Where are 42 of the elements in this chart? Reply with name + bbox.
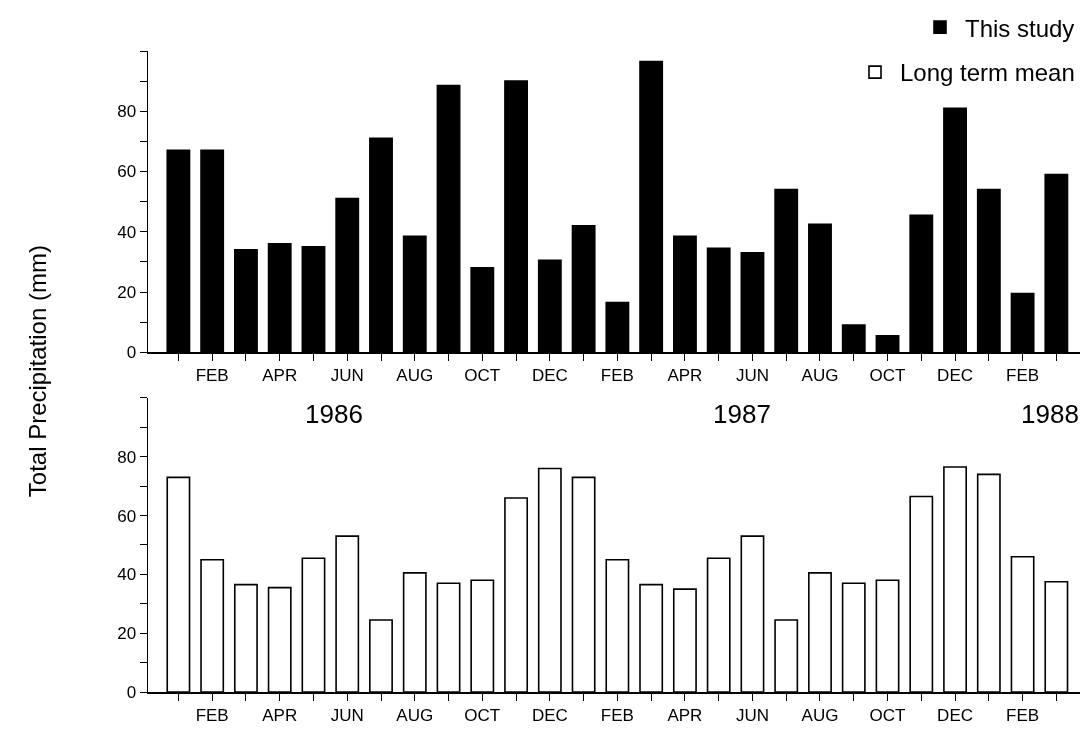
x-tick-label: APR xyxy=(262,705,298,725)
x-tick-label: DEC xyxy=(531,366,568,386)
x-tick-label: JUN xyxy=(735,705,769,725)
x-tick-label: OCT xyxy=(869,366,906,386)
y-tick-label: 80 xyxy=(117,447,137,467)
y-tick-label: 0 xyxy=(126,343,137,363)
y-tick-label: 60 xyxy=(117,162,137,182)
x-tick-label: DEC xyxy=(937,366,974,386)
legend-label: This study xyxy=(965,14,1075,42)
x-tick-label: AUG xyxy=(801,366,839,386)
annotation: 1987 xyxy=(713,399,771,429)
x-tick-label: APR xyxy=(262,366,298,386)
y-tick-label: 20 xyxy=(117,624,137,644)
x-tick-label: APR xyxy=(667,705,703,725)
x-tick-label: AUG xyxy=(396,705,434,725)
y-tick-label: 60 xyxy=(117,506,137,526)
x-tick-label: DEC xyxy=(937,705,974,725)
x-tick-label: OCT xyxy=(464,366,501,386)
x-tick-label: JUN xyxy=(330,366,364,386)
x-tick-label: AUG xyxy=(396,366,434,386)
y-tick-label: 80 xyxy=(117,102,137,122)
y-axis-title: Total Precipitation (mm) xyxy=(24,245,52,498)
x-tick-label: FEB xyxy=(600,705,634,725)
x-tick-label: OCT xyxy=(464,705,501,725)
x-tick-label: FEB xyxy=(195,705,229,725)
x-tick-label: FEB xyxy=(600,366,634,386)
y-tick-label: 0 xyxy=(126,682,137,702)
x-tick-label: APR xyxy=(667,366,703,386)
annotation: 1988 xyxy=(1021,399,1079,429)
x-tick-label: OCT xyxy=(869,705,906,725)
y-tick-label: 40 xyxy=(117,222,137,242)
x-tick-label: JUN xyxy=(330,705,364,725)
x-tick-label: JUN xyxy=(735,366,769,386)
legend-label: Long term mean xyxy=(900,59,1075,87)
x-tick-label: FEB xyxy=(1006,705,1040,725)
x-tick-label: FEB xyxy=(1006,366,1040,386)
x-tick-label: DEC xyxy=(531,705,568,725)
annotation: 1986 xyxy=(305,399,363,429)
x-tick-label: FEB xyxy=(195,366,229,386)
y-tick-label: 40 xyxy=(117,565,137,585)
x-tick-label: AUG xyxy=(801,705,839,725)
y-tick-label: 20 xyxy=(117,282,137,302)
